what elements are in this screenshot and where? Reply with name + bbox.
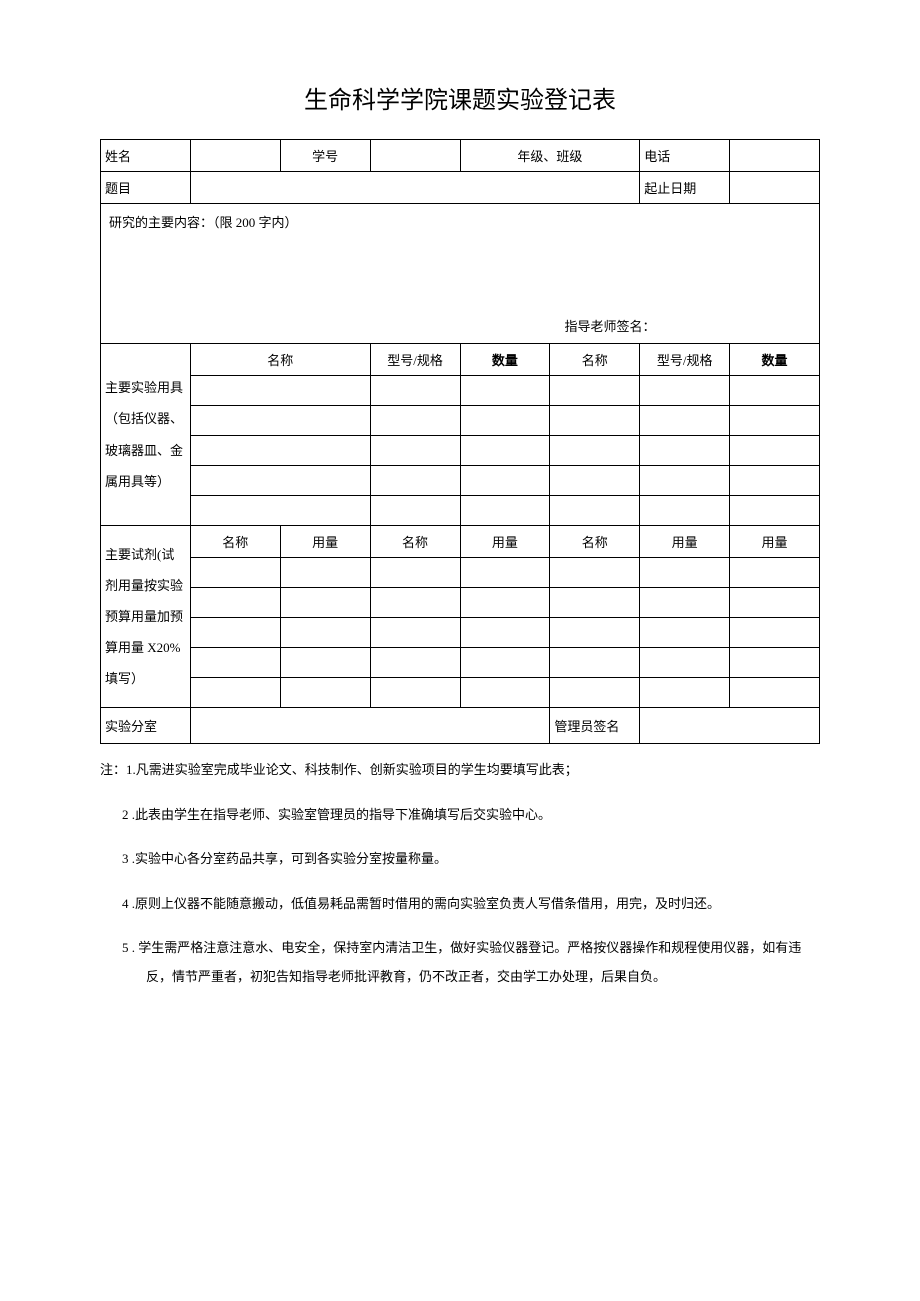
reagent-amt-3: 用量 [640,526,730,558]
reagent-amt-2: 用量 [460,526,550,558]
admin-sign-value [640,708,820,744]
tools-row [101,376,820,406]
tools-row [101,466,820,496]
name-label: 姓名 [101,140,191,172]
reagent-amt-1: 用量 [280,526,370,558]
research-cell: 研究的主要内容：（限 200 字内） 指导老师签名： [101,204,820,344]
grade-label: 年级、班级 [460,140,640,172]
tools-qty-label-1: 数量 [460,344,550,376]
form-table: 姓名 学号 年级、班级 电话 题目 起止日期 研究的主要内容：（限 200 字内… [100,139,820,744]
reagent-row [101,558,820,588]
reagent-row [101,678,820,708]
reagent-name-3: 名称 [550,526,640,558]
note-2: 2 .此表由学生在指导老师、实验室管理员的指导下准确填写后交实验中心。 [100,801,820,830]
page-title: 生命科学学院课题实验登记表 [100,80,820,115]
reagent-name-2: 名称 [370,526,460,558]
phone-label: 电话 [640,140,730,172]
tools-qty-label-2: 数量 [730,344,820,376]
reagent-row [101,648,820,678]
tools-row [101,496,820,526]
admin-sign-label: 管理员签名 [550,708,640,744]
note-3: 3 .实验中心各分室药品共享，可到各实验分室按量称量。 [100,845,820,874]
topic-label: 题目 [101,172,191,204]
id-value [370,140,460,172]
reagent-row [101,618,820,648]
phone-value [730,140,820,172]
name-value [190,140,280,172]
tools-spec-label-2: 型号/规格 [640,344,730,376]
notes-section: 注：1.凡需进实验室完成毕业论文、科技制作、创新实验项目的学生均要填写此表； 2… [100,756,820,992]
reagent-name-1: 名称 [190,526,280,558]
topic-value [190,172,639,204]
reagent-name-4: 用量 [730,526,820,558]
tools-spec-label-1: 型号/规格 [370,344,460,376]
tools-name-label-2: 名称 [550,344,640,376]
research-label: 研究的主要内容：（限 200 字内） [109,212,811,231]
reagents-label: 主要试剂(试剂用量按实验预算用量加预算用量 X20% 填写） [101,526,191,708]
note-4: 4 .原则上仪器不能随意搬动，低值易耗品需暂时借用的需向实验室负责人写借条借用，… [100,890,820,919]
tools-name-label-1: 名称 [190,344,370,376]
tools-row [101,406,820,436]
tools-row [101,436,820,466]
note-1: 注：1.凡需进实验室完成毕业论文、科技制作、创新实验项目的学生均要填写此表； [100,756,820,785]
reagent-row [101,588,820,618]
date-value [730,172,820,204]
room-label: 实验分室 [101,708,191,744]
room-value [190,708,550,744]
advisor-sign-label: 指导老师签名： [109,316,811,335]
note-5: 5 . 学生需严格注意注意水、电安全，保持室内清洁卫生，做好实验仪器登记。严格按… [100,934,820,991]
id-label: 学号 [280,140,370,172]
tools-label: 主要实验用具（包括仪器、玻璃器皿、金属用具等） [101,344,191,526]
date-label: 起止日期 [640,172,730,204]
